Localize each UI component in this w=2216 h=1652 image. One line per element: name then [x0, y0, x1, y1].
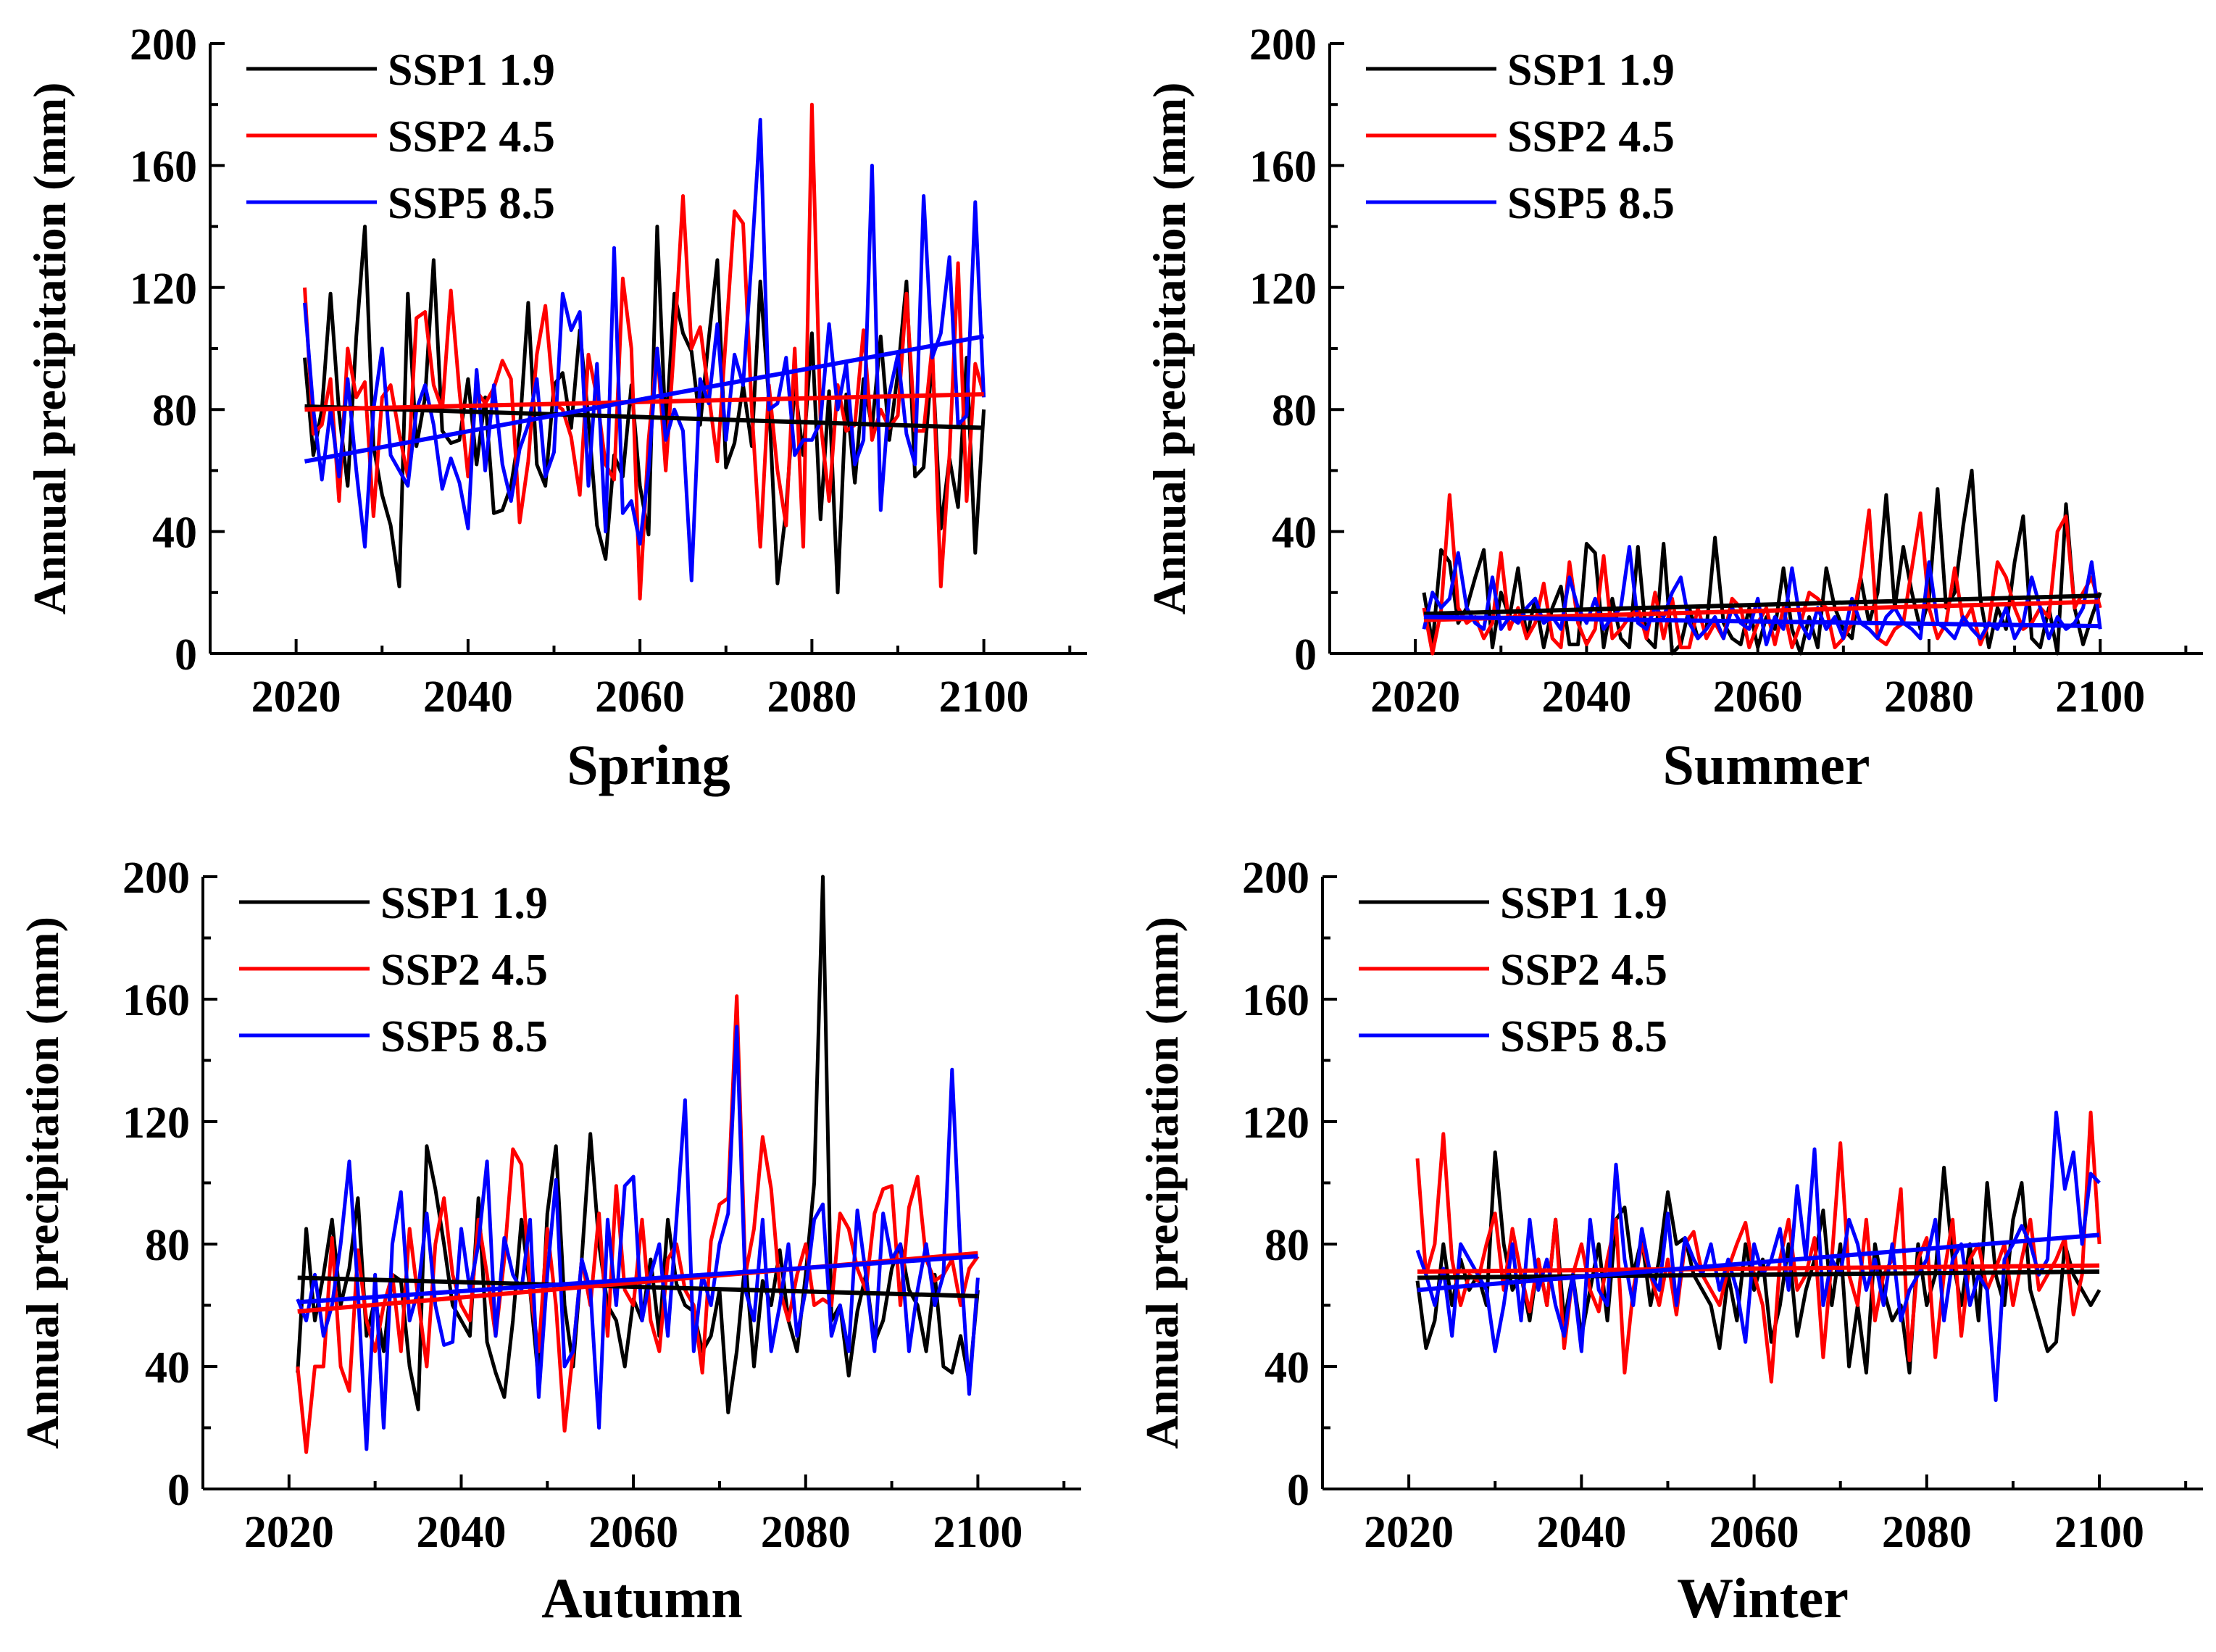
trend-line [1423, 614, 2101, 629]
trend-line [1417, 1269, 2100, 1280]
legend-label: SSP2 4.5 [388, 112, 555, 162]
y-axis-title: Annual precipitation (mm) [24, 83, 75, 615]
x-tick-label: 2040 [416, 1508, 506, 1557]
y-tick-label: 40 [1272, 509, 1317, 558]
y-tick-label: 40 [1265, 1343, 1309, 1393]
x-tick-label: 2060 [595, 672, 685, 722]
x-tick-label: 2020 [251, 672, 341, 722]
y-tick-label: 80 [1272, 386, 1317, 435]
y-axis-title: Annual precipitation (mm) [1136, 917, 1188, 1449]
x-tick-label: 2060 [1713, 672, 1803, 722]
x-tick-label: 2080 [1882, 1508, 1972, 1557]
series-line [1415, 1110, 2102, 1384]
y-tick-label: 120 [130, 264, 197, 314]
y-tick-label: 40 [152, 509, 197, 558]
x-tick-label: 2020 [1364, 1508, 1454, 1557]
panel-spring: 0 40 80 120 160 200 2020 2040 2060 2080 2100 Annual… [24, 20, 1087, 796]
x-tick-label: 2100 [933, 1508, 1022, 1557]
y-tick-label: 120 [1249, 264, 1317, 314]
panel-autumn: 0 40 80 120 160 200 2020 2040 2060 2080 2100 Annual… [17, 854, 1081, 1630]
y-tick-label: 160 [130, 142, 197, 191]
x-tick-label: 2100 [2055, 672, 2145, 722]
y-axis-title: Annual precipitation (mm) [1144, 83, 1195, 615]
x-tick-label: 2060 [588, 1508, 678, 1557]
panel-title: Summer [1663, 733, 1870, 796]
panel-title: Winter [1677, 1567, 1849, 1630]
legend-label: SSP2 4.5 [1507, 112, 1675, 162]
series-line [296, 875, 980, 1414]
trend-line [1417, 1263, 2100, 1275]
y-tick-label: 160 [1242, 976, 1309, 1025]
trend-line [1423, 593, 2101, 617]
series-line [296, 1025, 980, 1451]
legend-label: SSP1 1.9 [388, 46, 555, 95]
legend-label: SSP5 8.5 [380, 1012, 548, 1061]
x-tick-label: 2020 [244, 1508, 334, 1557]
trend-line [304, 334, 985, 464]
y-tick-label: 120 [1242, 1098, 1309, 1148]
x-tick-label: 2040 [1536, 1508, 1626, 1557]
legend-label: SSP1 1.9 [1507, 46, 1675, 95]
x-tick-label: 2040 [1541, 672, 1631, 722]
panel-winter: 0 40 80 120 160 200 2020 2040 2060 2080 2100 Annual… [1136, 854, 2203, 1630]
y-tick-label: 40 [145, 1343, 190, 1393]
x-tick-label: 2040 [423, 672, 513, 722]
y-tick-label: 0 [1287, 1466, 1309, 1515]
y-tick-label: 0 [167, 1466, 190, 1515]
panel-title: Autumn [541, 1567, 742, 1630]
trend-line [297, 1275, 978, 1298]
panel-summer: 0 40 80 120 160 200 2020 2040 2060 2080 2100 Annual… [1144, 20, 2203, 796]
panel-title: Spring [567, 733, 730, 796]
y-tick-label: 200 [122, 854, 190, 903]
y-tick-label: 200 [130, 20, 197, 70]
trend-line [1417, 1232, 2100, 1293]
y-tick-label: 0 [1294, 630, 1317, 680]
x-tick-label: 2080 [761, 1508, 851, 1557]
legend-label: SSP5 8.5 [388, 179, 555, 228]
y-tick-label: 160 [1249, 142, 1317, 191]
legend-label: SSP5 8.5 [1500, 1012, 1667, 1061]
legend-label: SSP5 8.5 [1507, 179, 1675, 228]
y-tick-label: 80 [1265, 1221, 1309, 1270]
trend-line [304, 392, 984, 412]
series-line [1415, 1110, 2101, 1402]
x-tick-label: 2100 [939, 672, 1029, 722]
legend-label: SSP1 1.9 [380, 879, 548, 928]
y-tick-label: 0 [175, 630, 197, 680]
trend-line [304, 404, 984, 430]
y-tick-label: 200 [1242, 854, 1309, 903]
y-tick-label: 160 [122, 976, 190, 1025]
legend-label: SSP2 4.5 [1500, 946, 1667, 995]
y-tick-label: 120 [122, 1098, 190, 1148]
x-tick-label: 2100 [2054, 1508, 2144, 1557]
legend-label: SSP1 1.9 [1500, 879, 1667, 928]
x-tick-label: 2080 [1884, 672, 1974, 722]
x-tick-label: 2060 [1709, 1508, 1799, 1557]
y-axis-title: Annual precipitation (mm) [17, 917, 68, 1449]
trend-line [297, 1253, 978, 1305]
y-tick-label: 80 [152, 386, 197, 435]
legend-label: SSP2 4.5 [380, 946, 548, 995]
x-tick-label: 2020 [1370, 672, 1460, 722]
y-tick-label: 80 [145, 1221, 190, 1270]
x-tick-label: 2080 [767, 672, 857, 722]
y-tick-label: 200 [1249, 20, 1317, 70]
